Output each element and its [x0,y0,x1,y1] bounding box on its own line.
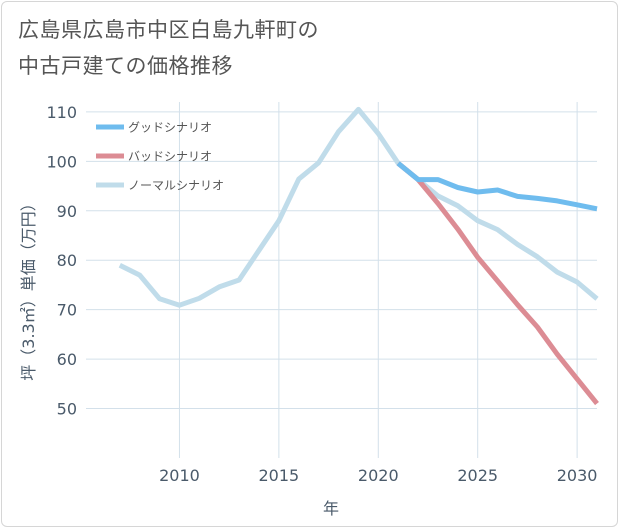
x-tick-label: 2020 [358,466,399,485]
legend-item-bad: バッドシナリオ [96,150,212,164]
x-tick-label: 2015 [259,466,300,485]
x-tick-label: 2025 [457,466,498,485]
chart-title-line-1: 広島県広島市中区白島九軒町の [18,18,319,42]
legend-label: バッドシナリオ [128,150,212,164]
y-tick-label: 110 [46,103,77,122]
legend-label: ノーマルシナリオ [128,179,224,193]
x-axis-label: 年 [323,499,339,518]
y-tick-label: 100 [46,152,77,171]
x-tick-label: 2030 [557,466,598,485]
legend-label: グッドシナリオ [128,121,212,135]
series-line-bad [396,161,599,406]
y-tick-label: 50 [57,400,77,419]
series-line-good [396,161,598,212]
chart-title: 広島県広島市中区白島九軒町の 中古戸建ての価格推移 [18,12,319,84]
y-tick-label: 70 [57,301,77,320]
legend-item-normal: ノーマルシナリオ [96,179,224,193]
series-line-normal [118,106,599,308]
y-tick-label: 80 [57,251,77,270]
x-tick-label: 2010 [159,466,200,485]
y-axis-label: 坪（3.3㎡）単価（万円） [19,195,38,380]
tick-labels: 50 60 70 80 90 100 110 2010 2015 2020 2025 2030 [46,103,597,485]
legend-item-good: グッドシナリオ [96,121,212,135]
chart-title-line-2: 中古戸建ての価格推移 [18,54,233,78]
y-tick-label: 60 [57,350,77,369]
series-lines [118,106,599,406]
y-tick-label: 90 [57,202,77,221]
